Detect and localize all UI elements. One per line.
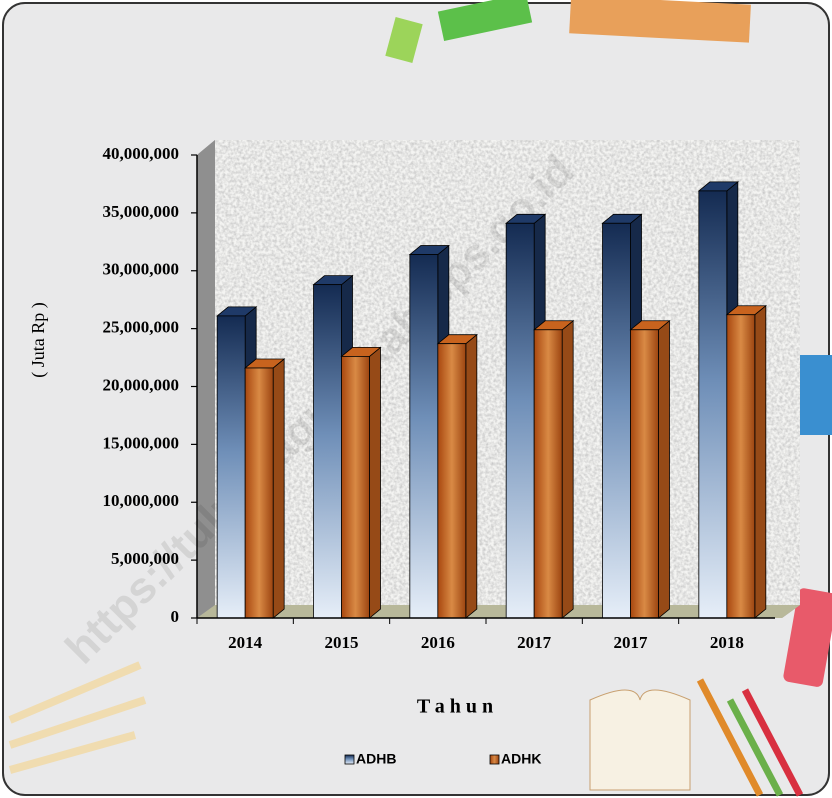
bar-side [465,333,478,619]
y-axis-title: ( Juta Rp ) [28,302,49,378]
legend-swatch [344,754,355,765]
y-tick-label: 10,000,000 [103,491,180,510]
bar [629,319,671,619]
bar-front [630,329,659,619]
y-tick-label: 30,000,000 [103,260,180,279]
x-axis-title: T a h u n [417,696,493,718]
bar-front [698,190,728,619]
decoration [8,0,832,797]
bar-front [533,329,563,619]
bar-front [505,222,535,619]
y-tick-label: 20,000,000 [103,375,180,394]
y-tick-label: 35,000,000 [103,202,180,221]
x-tick-label: 2018 [710,633,744,652]
x-tick-label: 2017 [517,633,552,652]
bar-front [216,315,246,619]
bar-side [754,304,767,619]
bar-side [561,319,574,619]
legend-label: ADHB [356,751,396,767]
bar-front [437,343,467,619]
y-tick-label: 40,000,000 [103,144,180,163]
bars [216,181,767,619]
bar-front [313,284,342,619]
bar-side [369,346,381,619]
x-tick-label: 2016 [421,633,455,652]
y-tick-label: 15,000,000 [103,433,180,452]
bar [436,333,478,619]
bar-side [658,319,670,619]
bar-side [272,358,285,619]
y-tick-label: 0 [171,607,180,626]
bar [340,346,382,619]
bar-front [409,254,439,619]
bar [244,358,286,619]
x-tick-label: 2017 [614,633,649,652]
bar [533,319,575,619]
bar-front [341,356,370,619]
bar-front [726,314,756,619]
y-tick-label: 25,000,000 [103,318,180,337]
bar-front [602,222,631,619]
x-tick-label: 2014 [228,633,263,652]
bar-front [244,367,274,619]
x-tick-label: 2015 [325,633,359,652]
legend-swatch [489,754,500,765]
bar [725,304,767,619]
legend-label: ADHK [501,751,541,767]
y-tick-label: 5,000,000 [111,549,179,568]
